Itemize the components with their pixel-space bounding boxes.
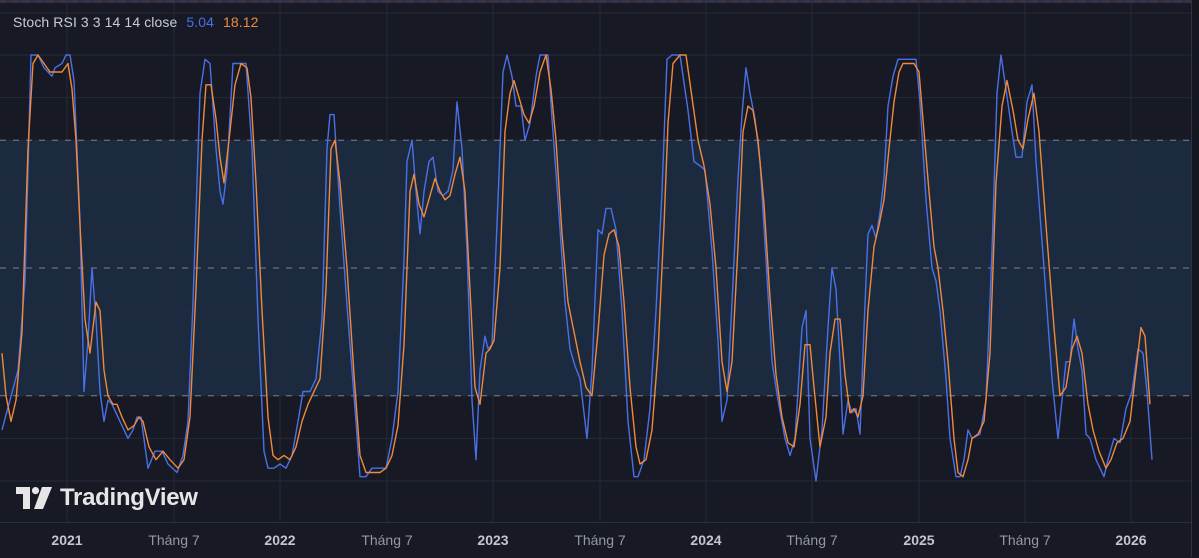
vertical-gridlines (66, 3, 1132, 522)
x-axis-label-5: Tháng 7 (574, 532, 626, 548)
x-axis-label-9: Tháng 7 (999, 532, 1051, 548)
x-axis-label-3: Tháng 7 (361, 532, 413, 548)
x-axis-label-0: 2021 (51, 532, 83, 548)
k-value: 5.04 (186, 14, 215, 30)
x-axis-label-4: 2023 (477, 532, 509, 548)
x-axis-label-1: Tháng 7 (148, 532, 200, 548)
tradingview-logo-icon (16, 487, 52, 509)
price-scale[interactable] (1192, 0, 1199, 557)
tradingview-logo[interactable]: TradingView (16, 484, 198, 512)
x-axis-label-10: 2026 (1115, 532, 1147, 548)
time-axis[interactable]: 2021 Tháng 7 2022 Tháng 7 2023 Tháng 7 2024 Thá… (0, 522, 1191, 558)
indicator-title[interactable]: Stoch RSI 3 3 14 14 close (13, 14, 178, 30)
indicator-legend[interactable]: Stoch RSI 3 3 14 14 close 5.04 18.12 (13, 14, 262, 30)
x-axis-label-8: 2025 (903, 532, 935, 548)
stoch-rsi-pane[interactable]: Stoch RSI 3 3 14 14 close 5.04 18.12 Tradi… (0, 0, 1191, 522)
logo-text: TradingView (60, 484, 198, 511)
d-value: 18.12 (223, 14, 259, 30)
x-axis-label-2: 2022 (264, 532, 296, 548)
d-line (1, 54, 1151, 478)
chart-canvas[interactable] (0, 0, 1191, 522)
x-axis-label-7: Tháng 7 (786, 532, 838, 548)
top-color-strip (0, 0, 1199, 3)
price-scale-divider[interactable] (1191, 0, 1192, 557)
x-axis-label-6: 2024 (690, 532, 722, 548)
